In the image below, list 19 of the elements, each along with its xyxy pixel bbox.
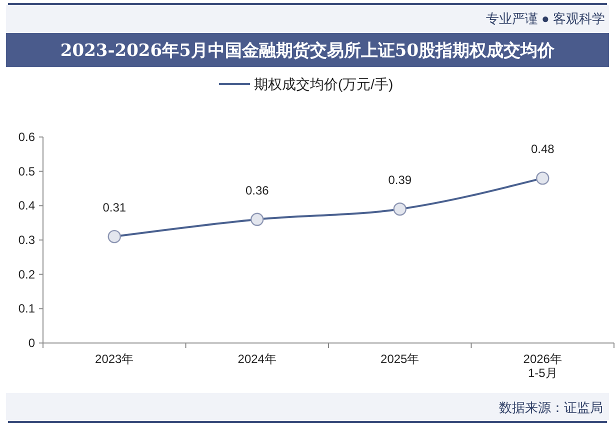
x-tick-label: 2023年 [95,352,134,366]
x-tick-label: 2024年 [238,352,276,366]
data-label: 0.48 [530,142,555,156]
y-tick-label: 0.6 [18,130,36,144]
source-note: 数据来源：证监局 [499,400,603,415]
x-tick-label: 2025年 [380,352,420,366]
legend-label: 期权成交均价(万元/手) [254,76,394,92]
y-tick-label: 0.3 [18,233,36,247]
y-tick-label: 0.4 [18,198,36,213]
data-label: 0.36 [245,183,270,198]
x-tick-label: 2026年 1-5月 [523,352,562,380]
y-tick-label: 0.1 [18,302,36,316]
y-tick-label: 0.2 [18,267,36,282]
chart-title: 2023-2026年5月中国金融期货交易所上证50股指期权成交均价 [60,41,556,61]
y-tick-label: 0 [28,336,36,350]
y-tick-label: 0.5 [18,164,36,178]
data-label: 0.31 [102,200,126,215]
data-label: 0.39 [388,173,412,188]
text: 专业严谨 ● 客观科学 [486,11,605,26]
